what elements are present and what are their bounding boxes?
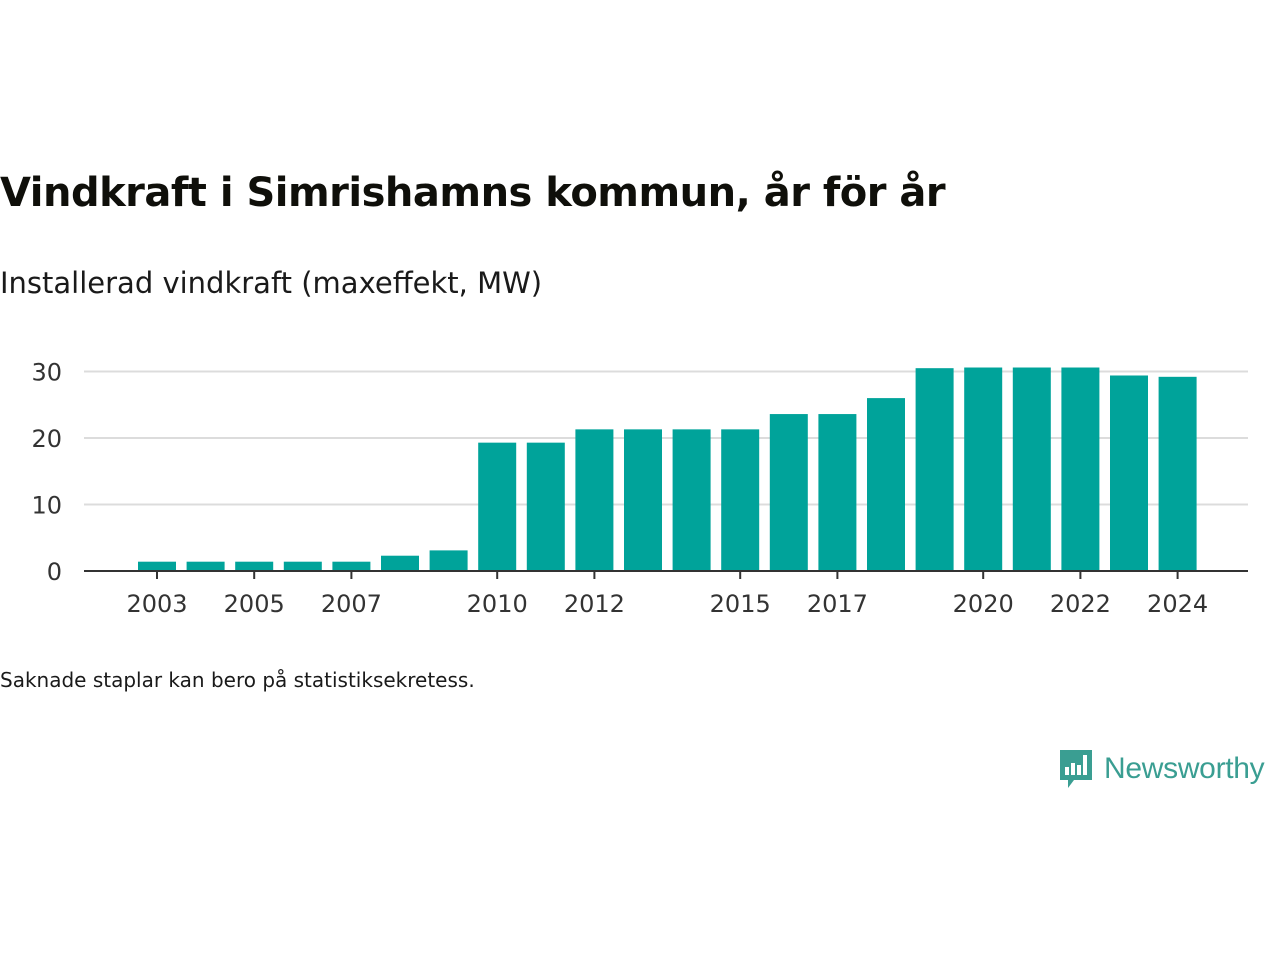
bar-2021 bbox=[1012, 367, 1051, 571]
bar-2008 bbox=[381, 555, 419, 571]
x-tick-label: 2017 bbox=[807, 590, 868, 618]
bar-2006 bbox=[283, 561, 322, 571]
bar-2003 bbox=[138, 561, 176, 571]
bar-2016 bbox=[769, 414, 808, 571]
x-ticks bbox=[156, 571, 1179, 579]
x-tick-label: 2010 bbox=[467, 590, 528, 618]
x-tick-label: 2003 bbox=[126, 590, 187, 618]
bar-2023 bbox=[1110, 375, 1148, 571]
bar-2019 bbox=[915, 368, 954, 571]
bar-2014 bbox=[672, 429, 711, 571]
x-tick-labels: 2003 2005 2007 2010 2012 2015 2017 2020 2022 2024 bbox=[126, 590, 1208, 618]
bar-2020 bbox=[964, 367, 1003, 571]
bar-2004 bbox=[186, 561, 225, 571]
y-gridlines bbox=[84, 370, 1248, 506]
brand-name: Newsworthy bbox=[1104, 752, 1265, 785]
y-tick-labels: 0 10 20 30 bbox=[31, 359, 62, 587]
bar-2015 bbox=[721, 429, 760, 571]
y-tick-label: 0 bbox=[47, 558, 62, 586]
x-tick-label: 2015 bbox=[710, 590, 771, 618]
y-tick-label: 30 bbox=[31, 359, 62, 387]
newsworthy-logo-icon bbox=[1060, 750, 1092, 788]
bar-2012 bbox=[575, 429, 614, 571]
x-tick-label: 2022 bbox=[1050, 590, 1111, 618]
y-tick-label: 20 bbox=[31, 425, 62, 453]
bar-2024 bbox=[1158, 376, 1197, 571]
x-tick-label: 2020 bbox=[953, 590, 1014, 618]
footnote: Saknade staplar kan bero på statistiksek… bbox=[0, 668, 475, 692]
bar-2009 bbox=[429, 550, 468, 571]
chart-title: Vindkraft i Simrishamns kommun, år för å… bbox=[0, 170, 946, 216]
bar-2011 bbox=[526, 442, 565, 571]
bar-2018 bbox=[867, 398, 905, 571]
bar-chart: 0 10 20 30 2003 2005 2007 2010 2012 2015 2017 2020… bbox=[31, 359, 1248, 618]
x-tick-label: 2007 bbox=[321, 590, 382, 618]
chart-subtitle: Installerad vindkraft (maxeffekt, MW) bbox=[0, 266, 543, 300]
bars bbox=[138, 367, 1197, 571]
bar-2022 bbox=[1061, 367, 1100, 571]
bar-2007 bbox=[332, 561, 371, 571]
bar-2013 bbox=[624, 429, 662, 571]
y-tick-label: 10 bbox=[31, 492, 62, 520]
bar-2010 bbox=[478, 442, 517, 571]
bar-2005 bbox=[235, 561, 274, 571]
x-tick-label: 2005 bbox=[224, 590, 285, 618]
x-tick-label: 2024 bbox=[1147, 590, 1208, 618]
bar-2017 bbox=[818, 414, 857, 571]
newsworthy-logo: Newsworthy bbox=[1058, 748, 1265, 790]
x-tick-label: 2012 bbox=[564, 590, 625, 618]
